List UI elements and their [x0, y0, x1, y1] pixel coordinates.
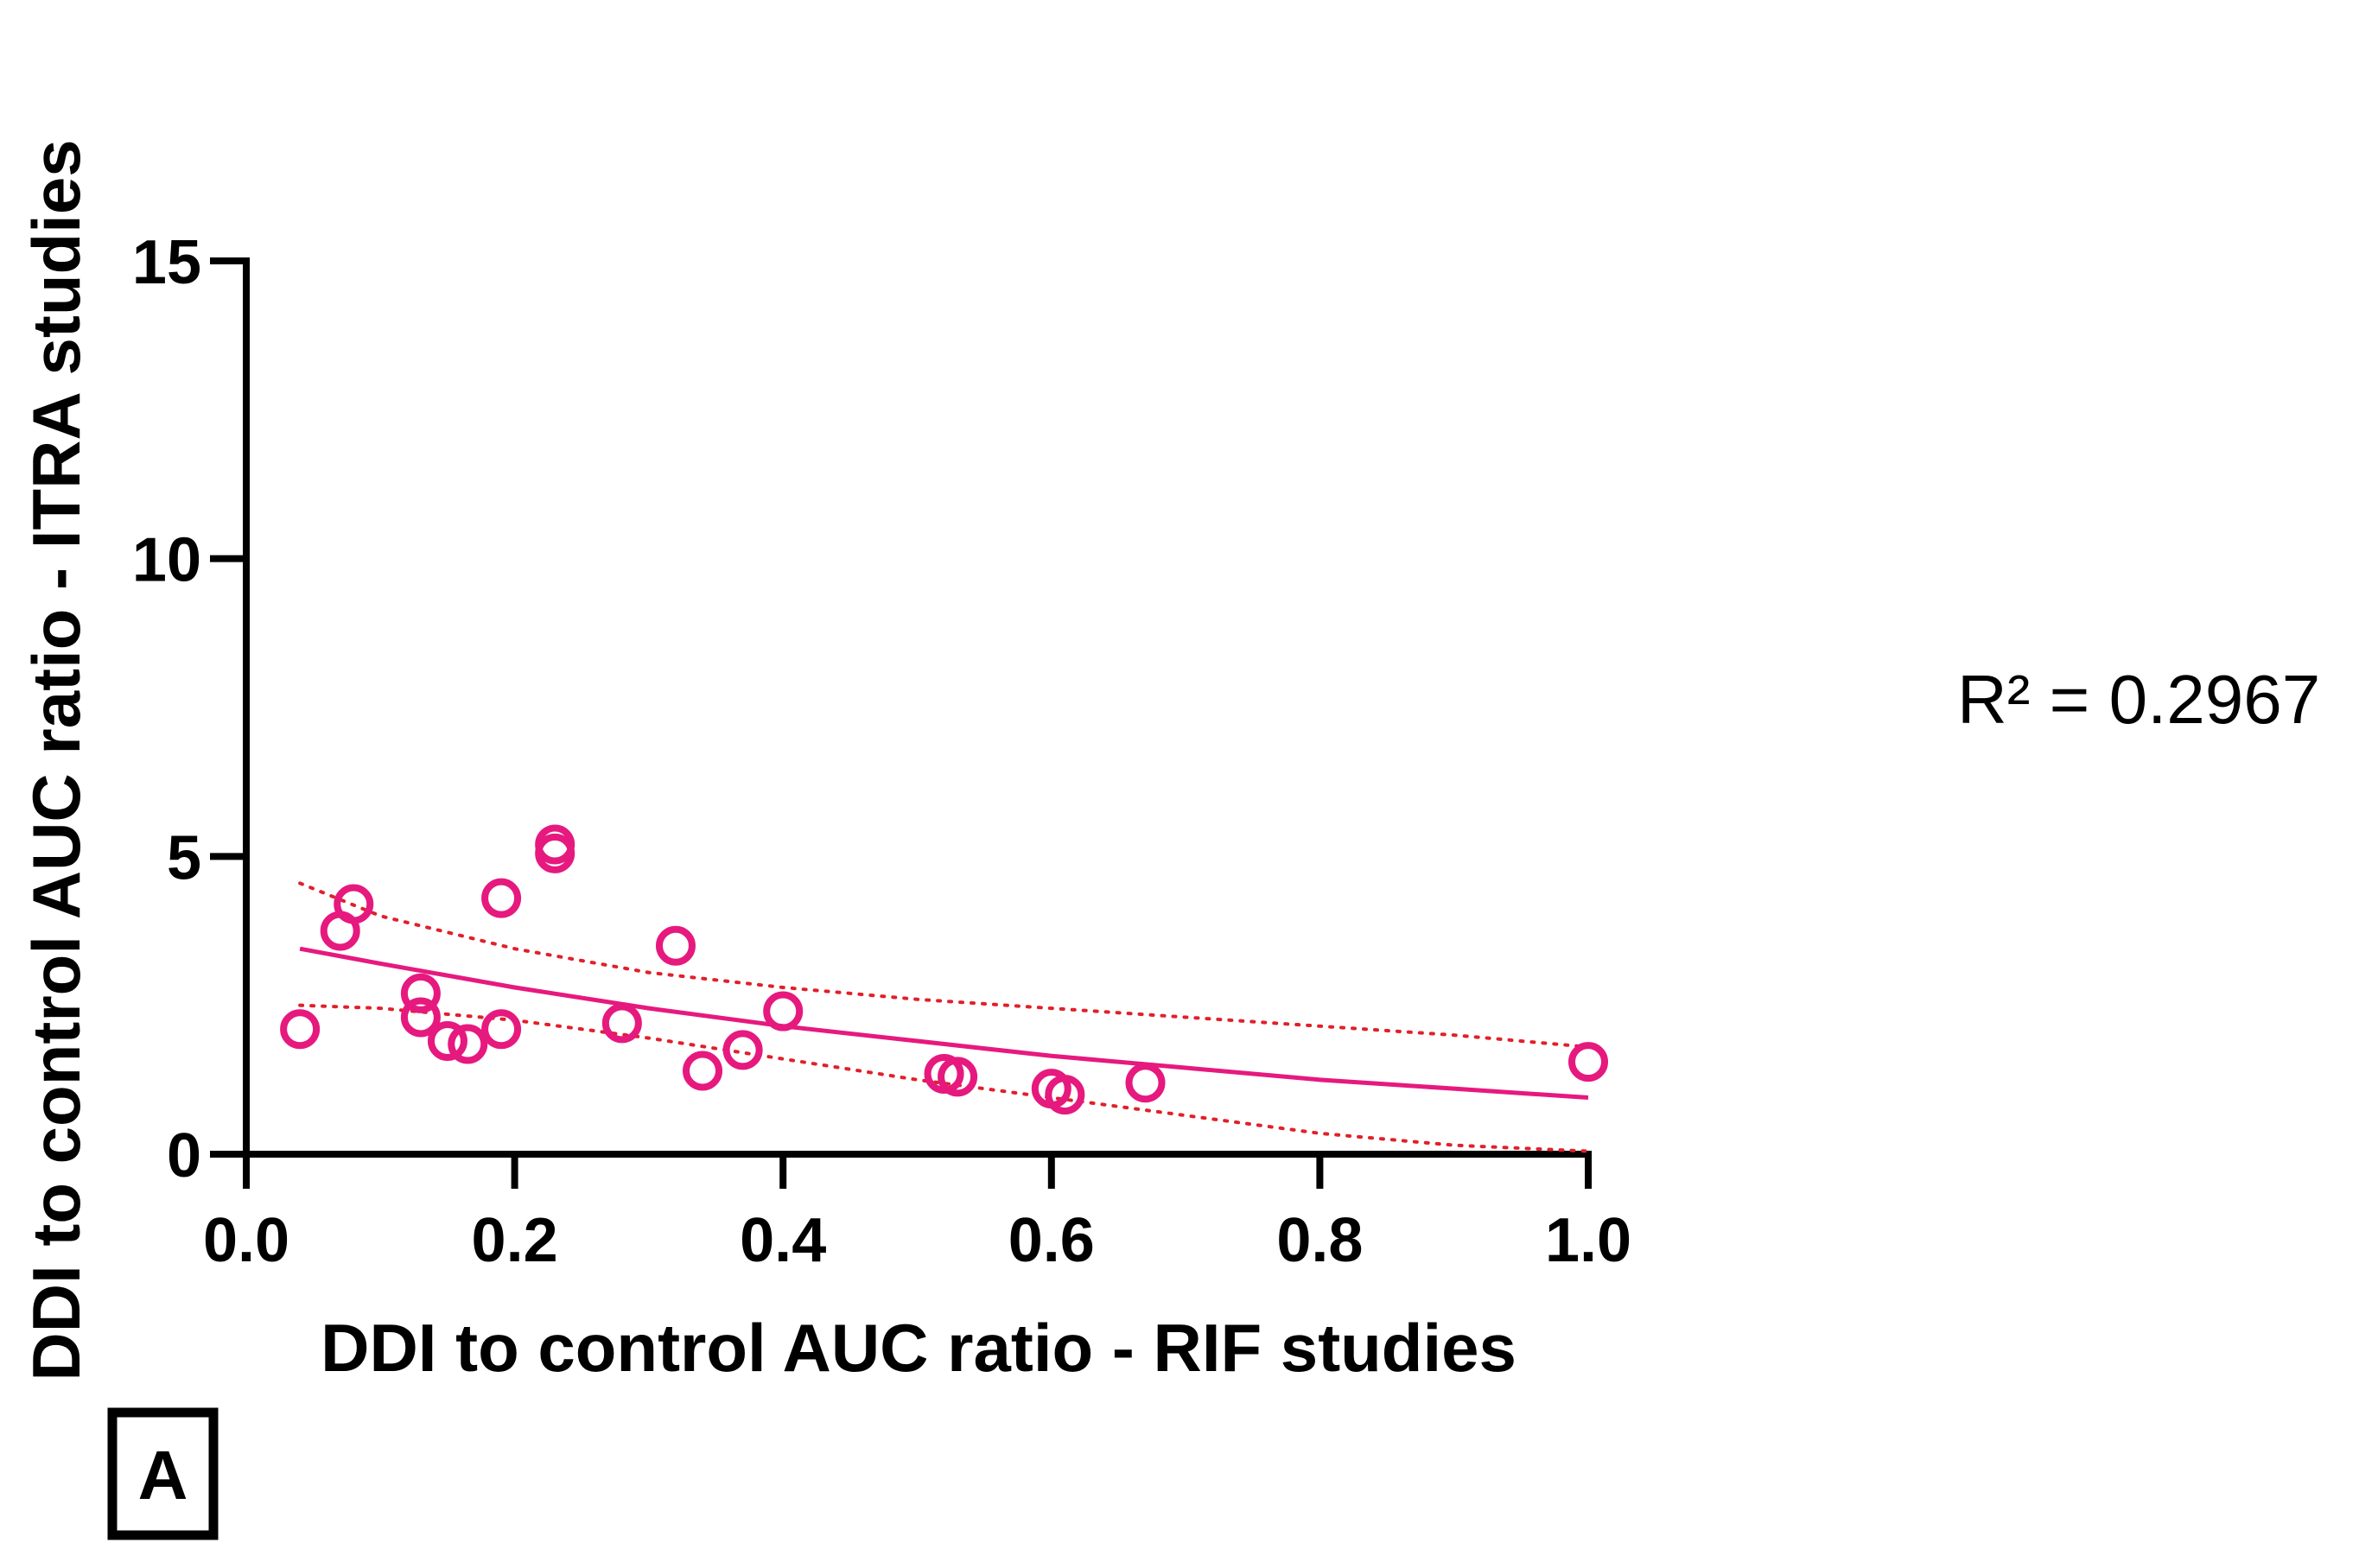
axes — [210, 257, 1592, 1189]
x-tick-label: 0.8 — [1276, 1206, 1363, 1275]
y-tick-label: 5 — [167, 823, 201, 892]
y-axis-title: DDI to control AUC ratio - ITRA studies — [18, 139, 94, 1381]
data-point — [938, 1057, 978, 1097]
y-tick-label: 15 — [132, 228, 201, 297]
x-tick-label: 0.6 — [1008, 1206, 1095, 1275]
panel-label-box — [107, 1407, 219, 1540]
x-tick-labels: 0.0 0.2 0.4 0.6 0.8 1.0 — [203, 1206, 1631, 1275]
data-point — [481, 1009, 522, 1050]
data-point — [683, 1051, 723, 1091]
r-squared-annotation: R² = 0.2967 — [1957, 661, 2320, 738]
data-point — [334, 884, 374, 924]
x-tick-label: 0.4 — [740, 1206, 826, 1275]
data-point — [601, 1003, 642, 1044]
data-point — [400, 973, 441, 1013]
data-point — [1125, 1063, 1166, 1103]
data-point — [481, 878, 522, 918]
data-point — [535, 833, 575, 873]
x-tick-label: 0.0 — [203, 1206, 289, 1275]
fit-curve — [299, 946, 1589, 1101]
data-point — [722, 1030, 763, 1070]
x-axis-title: DDI to control AUC ratio - RIF studies — [321, 1310, 1516, 1386]
data-point — [400, 997, 441, 1038]
y-tick-label: 0 — [167, 1121, 201, 1190]
data-point — [1045, 1075, 1085, 1115]
data-point — [1568, 1042, 1608, 1082]
panel-label: A — [138, 1437, 188, 1514]
data-point — [427, 1021, 467, 1062]
y-tick-label: 10 — [132, 526, 201, 595]
y-tick-labels: 0 5 10 15 — [132, 228, 201, 1190]
confidence-band — [298, 881, 1590, 1153]
confidence-band-lower — [298, 1003, 1590, 1153]
confidence-band-upper — [298, 881, 1590, 1049]
x-tick-label: 1.0 — [1545, 1206, 1631, 1275]
data-point — [448, 1024, 488, 1064]
data-points — [280, 824, 1608, 1115]
x-tick-label: 0.2 — [472, 1206, 558, 1275]
data-point — [763, 991, 804, 1032]
fit-curve-group — [299, 946, 1589, 1101]
data-point — [280, 1009, 321, 1050]
data-point — [655, 925, 696, 966]
